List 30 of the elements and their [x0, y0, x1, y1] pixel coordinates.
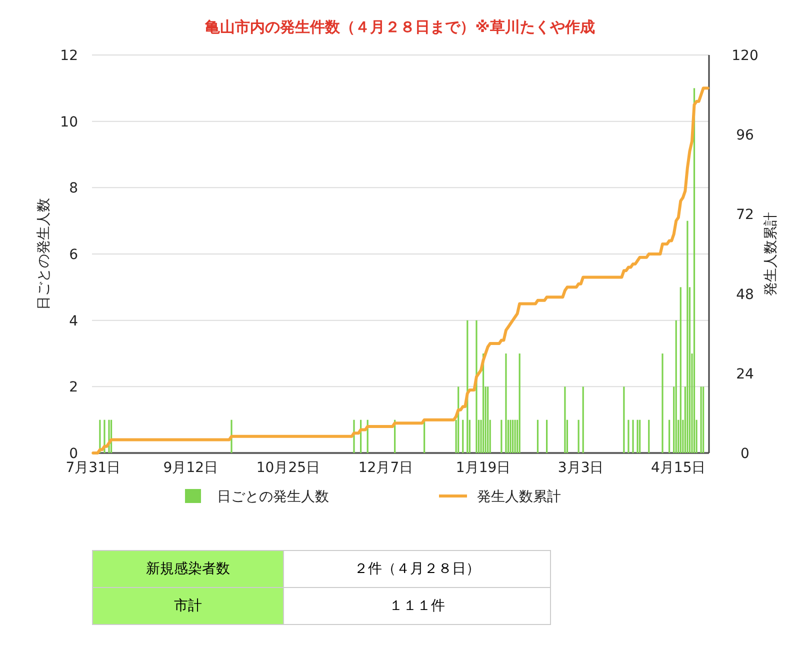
y-axis-title: 日ごとの発生人数 [36, 198, 52, 310]
y-tick-label: 10 [60, 114, 78, 130]
y-tick-label: 6 [69, 247, 78, 263]
y-tick-label: 12 [60, 48, 78, 64]
y-tick-label: 4 [69, 313, 78, 330]
text: １１１件 [284, 588, 550, 624]
x-tick-label: 12月7日 [358, 460, 414, 476]
x-tick-label: 7月31日 [66, 460, 120, 476]
chart-title: 亀山市内の発生件数（４月２８日まで）※草川たくや作成 [204, 18, 595, 36]
y2-tick-label: 96 [736, 128, 754, 144]
y-tick-label: 8 [69, 180, 78, 197]
x-tick-label: 1月19日 [456, 460, 511, 476]
y-tick-label: 2 [69, 380, 78, 396]
y2-axis-title: 発生人数累計 [763, 212, 779, 296]
y2-tick-label: 24 [736, 366, 754, 382]
text: 市計 [92, 588, 284, 624]
y2-tick-label: 48 [736, 286, 754, 303]
y2-tick-label: 72 [736, 207, 754, 224]
x-tick-label: 3月3日 [558, 460, 604, 476]
x-tick-label: 4月15日 [651, 460, 706, 476]
legend-label: 発生人数累計 [477, 489, 561, 505]
x-tick-label: 10月25日 [256, 460, 320, 476]
y2-tick-label: 120 [732, 48, 758, 64]
text: ２件（４月２８日） [284, 550, 550, 588]
x-tick-label: 9月12日 [163, 460, 218, 476]
legend-label: 日ごとの発生人数 [217, 489, 329, 505]
y-tick-label: 0 [69, 446, 78, 462]
line-series [92, 86, 710, 454]
y2-tick-label: 0 [740, 446, 750, 462]
text: 新規感染者数 [92, 550, 284, 588]
